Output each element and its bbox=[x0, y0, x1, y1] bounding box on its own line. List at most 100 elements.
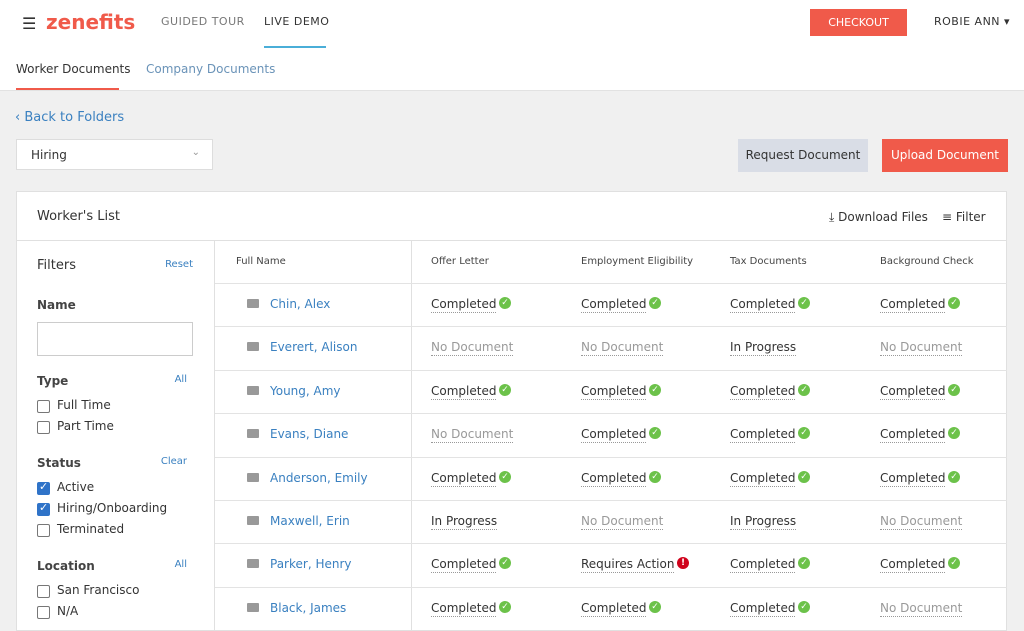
status[interactable]: In Progress bbox=[730, 514, 797, 530]
checkbox[interactable] bbox=[37, 606, 50, 619]
checkbox-label: Full Time bbox=[57, 398, 111, 412]
status[interactable]: Completed bbox=[730, 297, 796, 313]
status[interactable]: Completed bbox=[431, 557, 497, 574]
status[interactable]: No Document bbox=[581, 340, 664, 357]
panel-title: Worker's List bbox=[37, 209, 121, 224]
action-text: Filter bbox=[955, 210, 986, 224]
status-icon: ✓ bbox=[948, 297, 960, 309]
status[interactable]: In Progress bbox=[431, 514, 498, 530]
name-input[interactable] bbox=[37, 322, 193, 356]
tab[interactable]: Worker Documents bbox=[16, 62, 131, 76]
filter-action[interactable]: All bbox=[174, 374, 187, 385]
status-icon: ✓ bbox=[649, 297, 661, 309]
status[interactable]: Completed bbox=[880, 557, 946, 574]
worker-name[interactable]: Young, Amy bbox=[270, 383, 341, 398]
status[interactable]: Completed bbox=[581, 600, 647, 617]
filter-action[interactable]: All bbox=[174, 559, 187, 570]
worker-name[interactable]: Black, James bbox=[270, 600, 347, 615]
status-icon: ✓ bbox=[798, 383, 810, 396]
status[interactable]: Completed bbox=[730, 600, 796, 617]
checkbox[interactable] bbox=[37, 503, 50, 516]
status[interactable]: No Document bbox=[880, 600, 963, 617]
status[interactable]: No Document bbox=[880, 340, 963, 357]
status[interactable]: Completed bbox=[730, 557, 796, 574]
status[interactable]: Completed bbox=[730, 383, 796, 400]
back-link[interactable]: ‹ Back to Folders bbox=[15, 110, 125, 125]
status-icon: ✓ bbox=[948, 383, 960, 396]
status[interactable]: Completed bbox=[880, 383, 946, 400]
status[interactable]: Completed bbox=[581, 470, 647, 487]
status[interactable]: Completed bbox=[431, 600, 497, 617]
nav-link[interactable]: LIVE DEMO bbox=[264, 15, 330, 28]
folder-select[interactable]: Hiring ⌄ bbox=[16, 139, 213, 170]
status[interactable]: Completed bbox=[581, 383, 647, 400]
folder-icon bbox=[247, 429, 259, 439]
status-icon: ✓ bbox=[798, 600, 810, 613]
checkbox[interactable] bbox=[37, 585, 50, 598]
reset-link[interactable]: Reset bbox=[165, 259, 193, 270]
status-icon: ✓ bbox=[499, 297, 511, 309]
status[interactable]: Completed bbox=[581, 427, 647, 444]
checkbox[interactable] bbox=[37, 421, 50, 434]
action-text: Download Files bbox=[838, 210, 928, 224]
request-button[interactable]: Request Document bbox=[738, 139, 868, 172]
status[interactable]: Completed bbox=[730, 470, 796, 487]
status-icon: ✓ bbox=[499, 470, 511, 483]
checkbox-label: Hiring/Onboarding bbox=[57, 501, 168, 515]
status[interactable]: Completed bbox=[581, 297, 647, 313]
worker-name[interactable]: Maxwell, Erin bbox=[270, 514, 350, 528]
status[interactable]: In Progress bbox=[730, 340, 797, 357]
status[interactable]: Requires Action bbox=[581, 557, 675, 574]
checkbox[interactable] bbox=[37, 400, 50, 413]
folder-icon bbox=[247, 385, 259, 395]
folder-icon bbox=[247, 602, 259, 612]
worker-name[interactable]: Everert, Alison bbox=[270, 340, 358, 355]
download-button[interactable]: ⤓ Download Files bbox=[829, 210, 928, 224]
status-icon: ✓ bbox=[499, 383, 511, 396]
filters-title: Filters bbox=[37, 258, 76, 273]
status[interactable]: No Document bbox=[431, 427, 514, 444]
column-header: Full Name bbox=[236, 256, 286, 267]
status[interactable]: Completed bbox=[880, 297, 946, 313]
folder-icon bbox=[247, 559, 259, 569]
column-header: Employment Eligibility bbox=[581, 256, 694, 267]
filter-button[interactable]: ≡ Filter bbox=[942, 210, 986, 224]
row-divider bbox=[215, 413, 1007, 415]
worker-name[interactable]: Chin, Alex bbox=[270, 297, 331, 311]
worker-name[interactable]: Evans, Diane bbox=[270, 427, 349, 442]
status[interactable]: Completed bbox=[431, 297, 497, 313]
worker-name[interactable]: Anderson, Emily bbox=[270, 470, 368, 485]
row-divider bbox=[215, 456, 1007, 458]
filter-action[interactable]: Clear bbox=[160, 456, 187, 467]
status[interactable]: No Document bbox=[880, 514, 963, 530]
logo[interactable]: zenefits bbox=[46, 10, 136, 34]
row-divider bbox=[215, 543, 1007, 545]
checkout-button[interactable]: CHECKOUT bbox=[810, 9, 907, 36]
select-value: Hiring bbox=[31, 148, 67, 162]
status-icon: ✓ bbox=[649, 383, 661, 396]
checkbox-label: San Francisco bbox=[57, 583, 140, 597]
status[interactable]: Completed bbox=[431, 383, 497, 400]
user-menu[interactable]: ROBIE ANN ▾ bbox=[934, 15, 1011, 28]
row-divider bbox=[215, 326, 1007, 328]
status-icon: ✓ bbox=[798, 557, 810, 570]
menu-icon[interactable]: ☰ bbox=[22, 14, 37, 33]
checkbox[interactable] bbox=[37, 482, 50, 495]
column-header: Offer Letter bbox=[431, 256, 489, 267]
tab[interactable]: Company Documents bbox=[146, 62, 276, 76]
status[interactable]: Completed bbox=[730, 427, 796, 444]
status-icon: ✓ bbox=[798, 297, 810, 309]
status-icon: ✓ bbox=[649, 427, 661, 440]
user-name: ROBIE ANN bbox=[934, 15, 1001, 28]
status[interactable]: No Document bbox=[581, 514, 664, 530]
nav-link[interactable]: GUIDED TOUR bbox=[161, 15, 245, 28]
worker-name[interactable]: Parker, Henry bbox=[270, 557, 352, 572]
status[interactable]: Completed bbox=[880, 470, 946, 487]
checkbox[interactable] bbox=[37, 524, 50, 537]
status-icon: ✓ bbox=[948, 427, 960, 440]
status[interactable]: No Document bbox=[431, 340, 514, 357]
status[interactable]: Completed bbox=[880, 427, 946, 444]
status[interactable]: Completed bbox=[431, 470, 497, 487]
upload-button[interactable]: Upload Document bbox=[882, 139, 1008, 172]
